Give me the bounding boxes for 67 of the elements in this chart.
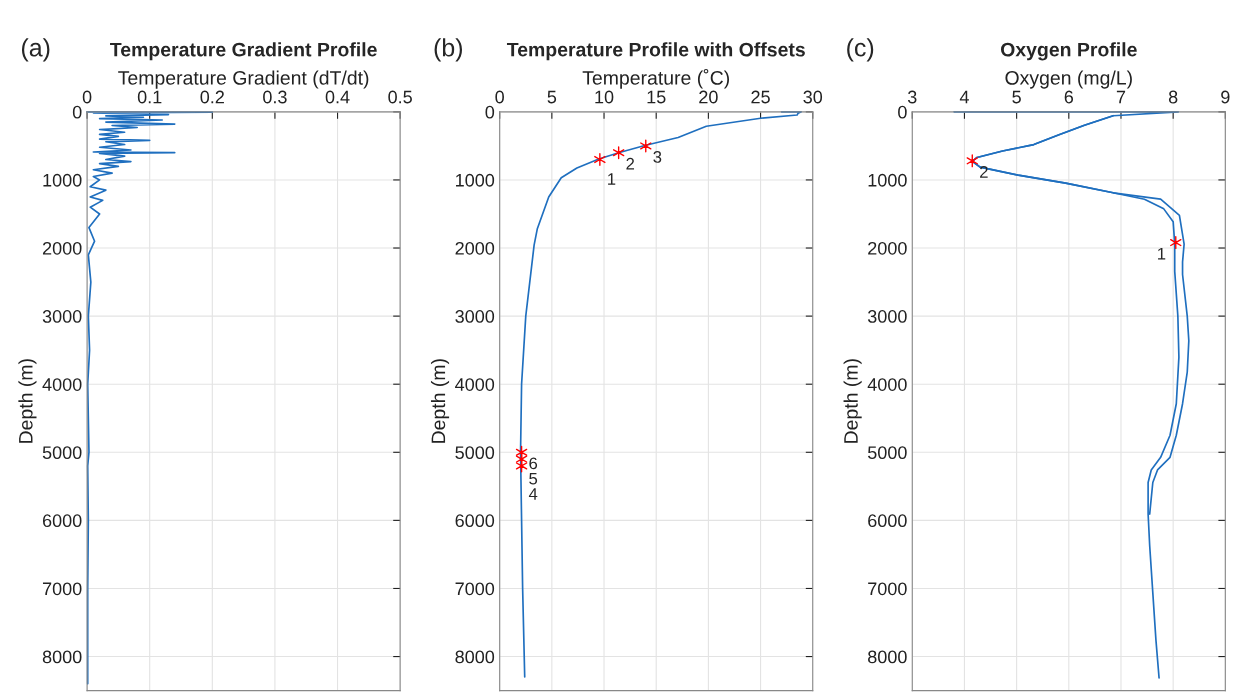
- x-tick-label: 30: [803, 90, 823, 104]
- x-tick-label: 5: [1012, 90, 1021, 104]
- x-axis-title: Temperature Gradient (dT/dt): [118, 70, 369, 89]
- annotation: 5: [529, 472, 538, 485]
- x-tick-label: 8: [1168, 90, 1178, 104]
- y-axis-title: Depth (m): [843, 359, 862, 443]
- y-tick-label: 0: [72, 105, 82, 119]
- y-tick-label: 3000: [42, 310, 82, 323]
- chart-title: Oxygen Profile: [1000, 42, 1137, 61]
- y-tick-label: 2000: [455, 241, 495, 255]
- y-tick-label: 1000: [868, 173, 907, 187]
- y-tick-label: 6000: [42, 514, 82, 528]
- y-tick-label: 4000: [455, 378, 495, 391]
- text: (c): [847, 38, 874, 62]
- x-tick-label: 6: [1064, 90, 1074, 104]
- y-tick-label: 0: [485, 105, 495, 119]
- annotation: 1: [608, 173, 616, 185]
- annotation: 6: [529, 457, 538, 470]
- x-tick-label: 5: [547, 90, 557, 104]
- annotation: 3: [653, 151, 662, 163]
- y-tick-label: 5000: [455, 446, 495, 460]
- y-tick-label: 8000: [868, 650, 907, 664]
- x-tick-label: 0.1: [137, 90, 162, 104]
- x-tick-label: 4: [959, 90, 969, 104]
- y-tick-label: 7000: [455, 582, 495, 596]
- text: (b): [434, 38, 463, 62]
- y-tick-label: 7000: [42, 582, 82, 596]
- y-tick-label: 6000: [455, 514, 495, 528]
- annotation: 4: [528, 488, 538, 500]
- x-tick-label: 7: [1116, 90, 1126, 104]
- x-tick-label: 0: [495, 90, 504, 104]
- annotation: 2: [980, 166, 988, 178]
- y-tick-label: 7000: [868, 582, 907, 596]
- x-axis-title: Oxygen (mg/L): [1005, 70, 1132, 89]
- annotation: 1: [1158, 247, 1166, 260]
- y-tick-label: 5000: [42, 446, 82, 460]
- x-tick-label: 10: [595, 90, 614, 104]
- y-tick-label: 1000: [456, 173, 495, 187]
- x-axis-title: Temperature (˚C): [582, 68, 730, 89]
- y-tick-label: 0: [898, 105, 907, 119]
- x-tick-label: 0.5: [388, 90, 412, 104]
- annotation: 2: [626, 157, 635, 170]
- y-tick-label: 8000: [42, 650, 82, 664]
- x-tick-label: 15: [647, 90, 666, 104]
- y-tick-label: 1000: [43, 173, 82, 187]
- y-axis-title: Depth (m): [430, 359, 450, 443]
- y-tick-label: 2000: [868, 241, 907, 255]
- y-tick-label: 5000: [867, 446, 907, 460]
- text: (a): [21, 38, 50, 62]
- y-axis-title: Depth (m): [18, 359, 37, 443]
- y-tick-label: 3000: [455, 310, 495, 323]
- y-tick-label: 8000: [455, 650, 495, 664]
- y-tick-label: 6000: [868, 514, 907, 528]
- y-tick-label: 2000: [42, 241, 82, 255]
- x-tick-label: 0: [82, 90, 92, 104]
- x-tick-label: 25: [751, 90, 770, 104]
- x-tick-label: 0.4: [325, 90, 350, 104]
- chart-title: Temperature Profile with Offsets: [506, 42, 805, 61]
- x-tick-label: 0.2: [200, 90, 224, 104]
- chart-title: Temperature Gradient Profile: [110, 42, 377, 61]
- x-tick-label: 20: [699, 90, 718, 104]
- x-tick-label: 3: [907, 90, 917, 104]
- y-tick-label: 4000: [867, 378, 907, 391]
- y-tick-label: 3000: [867, 310, 907, 323]
- x-tick-label: 0.3: [263, 90, 287, 104]
- x-tick-label: 9: [1221, 90, 1230, 104]
- y-tick-label: 4000: [42, 378, 82, 391]
